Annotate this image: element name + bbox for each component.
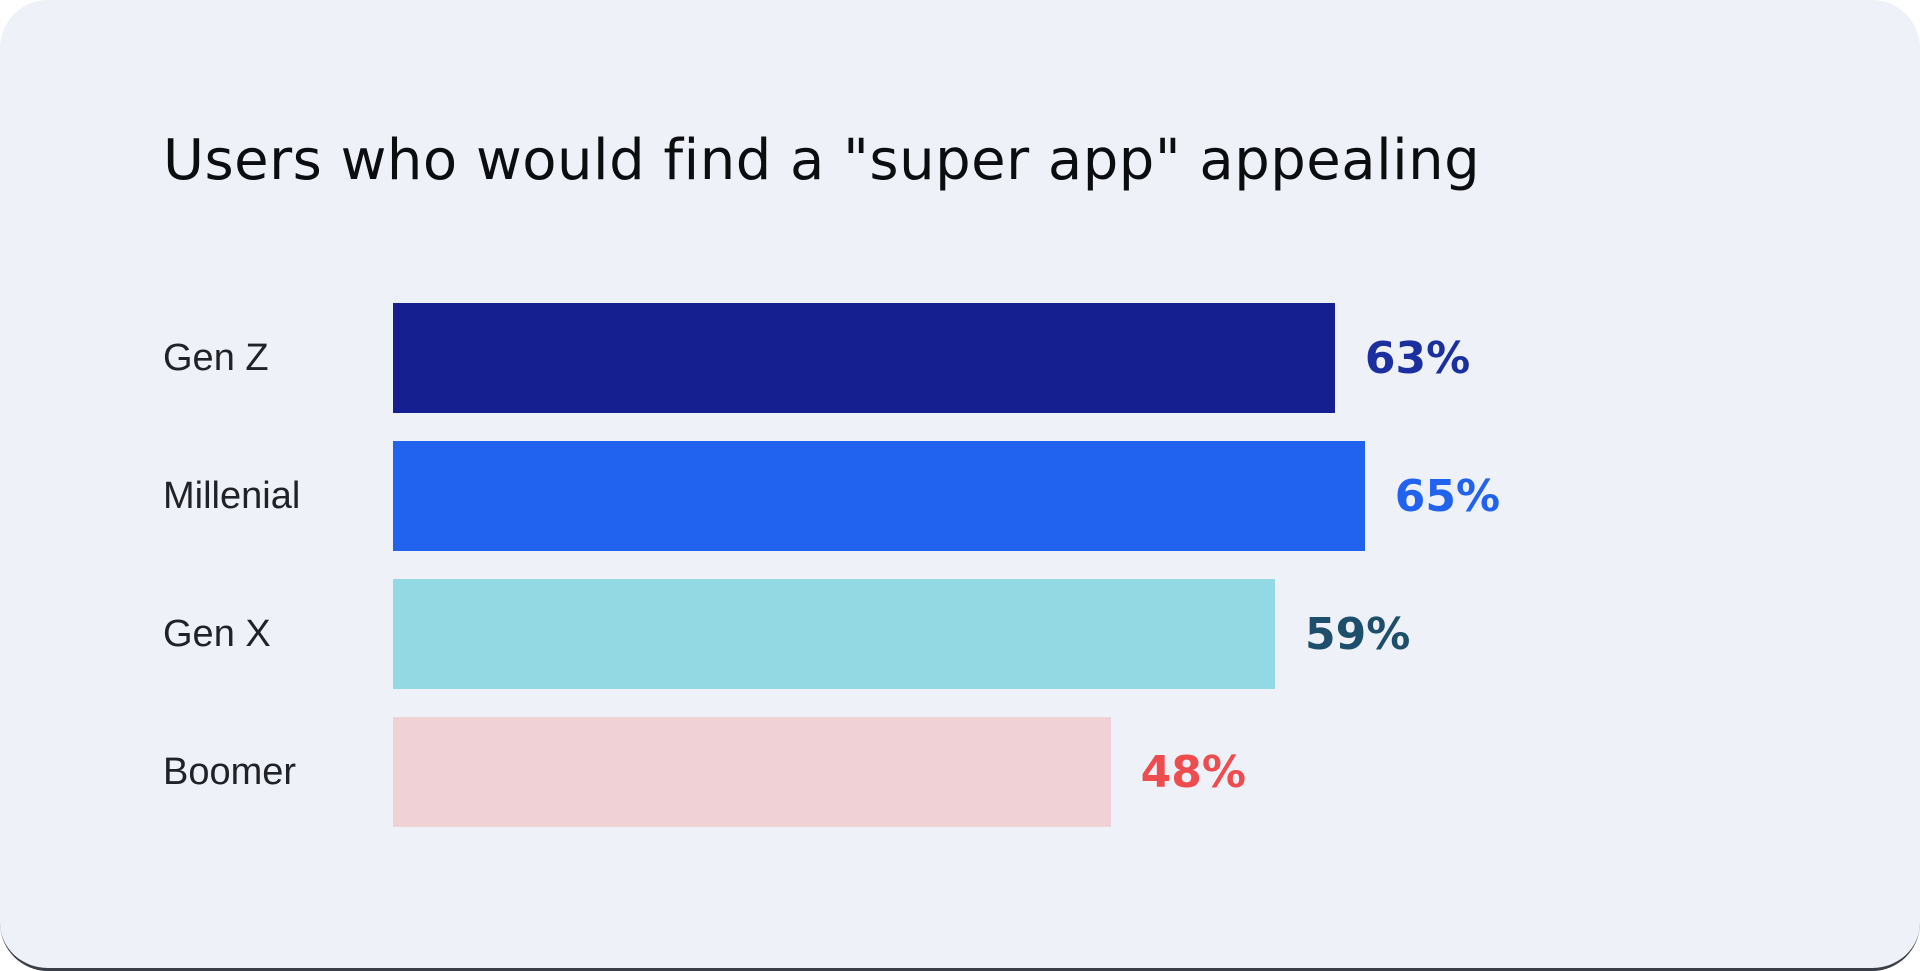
bar-label: Gen X [163, 612, 271, 655]
bar-value: 65% [1394, 470, 1501, 522]
bar-track: 48% [393, 717, 1888, 827]
bar-rows: Gen Z 63% Millenial 65% Gen X 59% Boomer… [163, 303, 1888, 827]
bar-row: Millenial 65% [163, 441, 1888, 551]
bar-row: Gen Z 63% [163, 303, 1888, 413]
bar [393, 441, 1365, 551]
bar-row: Boomer 48% [163, 717, 1888, 827]
bar-track: 65% [393, 441, 1888, 551]
bar [393, 579, 1276, 689]
bar [393, 717, 1111, 827]
bar-value: 59% [1305, 608, 1411, 660]
bar-label: Gen Z [163, 336, 269, 379]
bar-row: Gen X 59% [163, 579, 1888, 689]
bar-value: 48% [1140, 746, 1246, 798]
bar-track: 63% [393, 303, 1888, 413]
bar-value: 63% [1364, 332, 1471, 384]
bar-label: Boomer [163, 750, 297, 793]
bar-label: Millenial [163, 474, 301, 517]
bar-track: 59% [393, 579, 1888, 689]
bar [393, 303, 1335, 413]
chart-title: Users who would find a "super app" appea… [163, 128, 1481, 193]
